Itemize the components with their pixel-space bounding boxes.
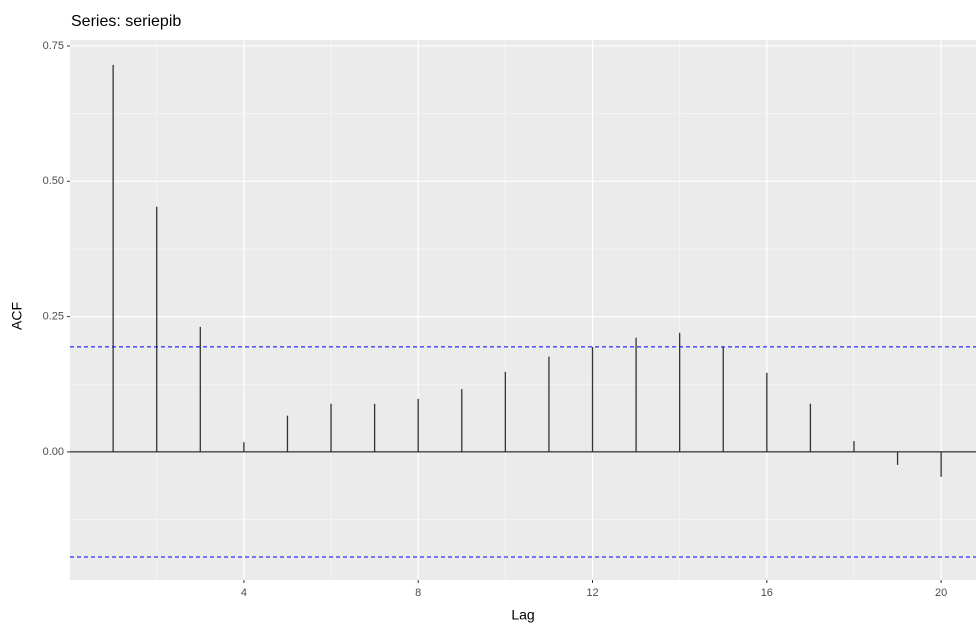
x-tick-label: 20 [935, 587, 947, 599]
y-tick-label: 0.50 [43, 175, 64, 187]
y-tick-label: 0.00 [43, 446, 64, 458]
y-tick-label: 0.25 [43, 311, 64, 323]
x-tick-label: 8 [415, 587, 421, 599]
panel [70, 40, 976, 580]
x-axis-title: Lag [511, 607, 534, 623]
x-tick-label: 4 [241, 587, 247, 599]
y-tick-label: 0.75 [43, 40, 64, 52]
y-axis-title: ACF [9, 302, 25, 330]
x-tick-label: 16 [761, 587, 773, 599]
chart-title: Series: seriepib [71, 13, 181, 30]
x-tick-label: 12 [586, 587, 598, 599]
